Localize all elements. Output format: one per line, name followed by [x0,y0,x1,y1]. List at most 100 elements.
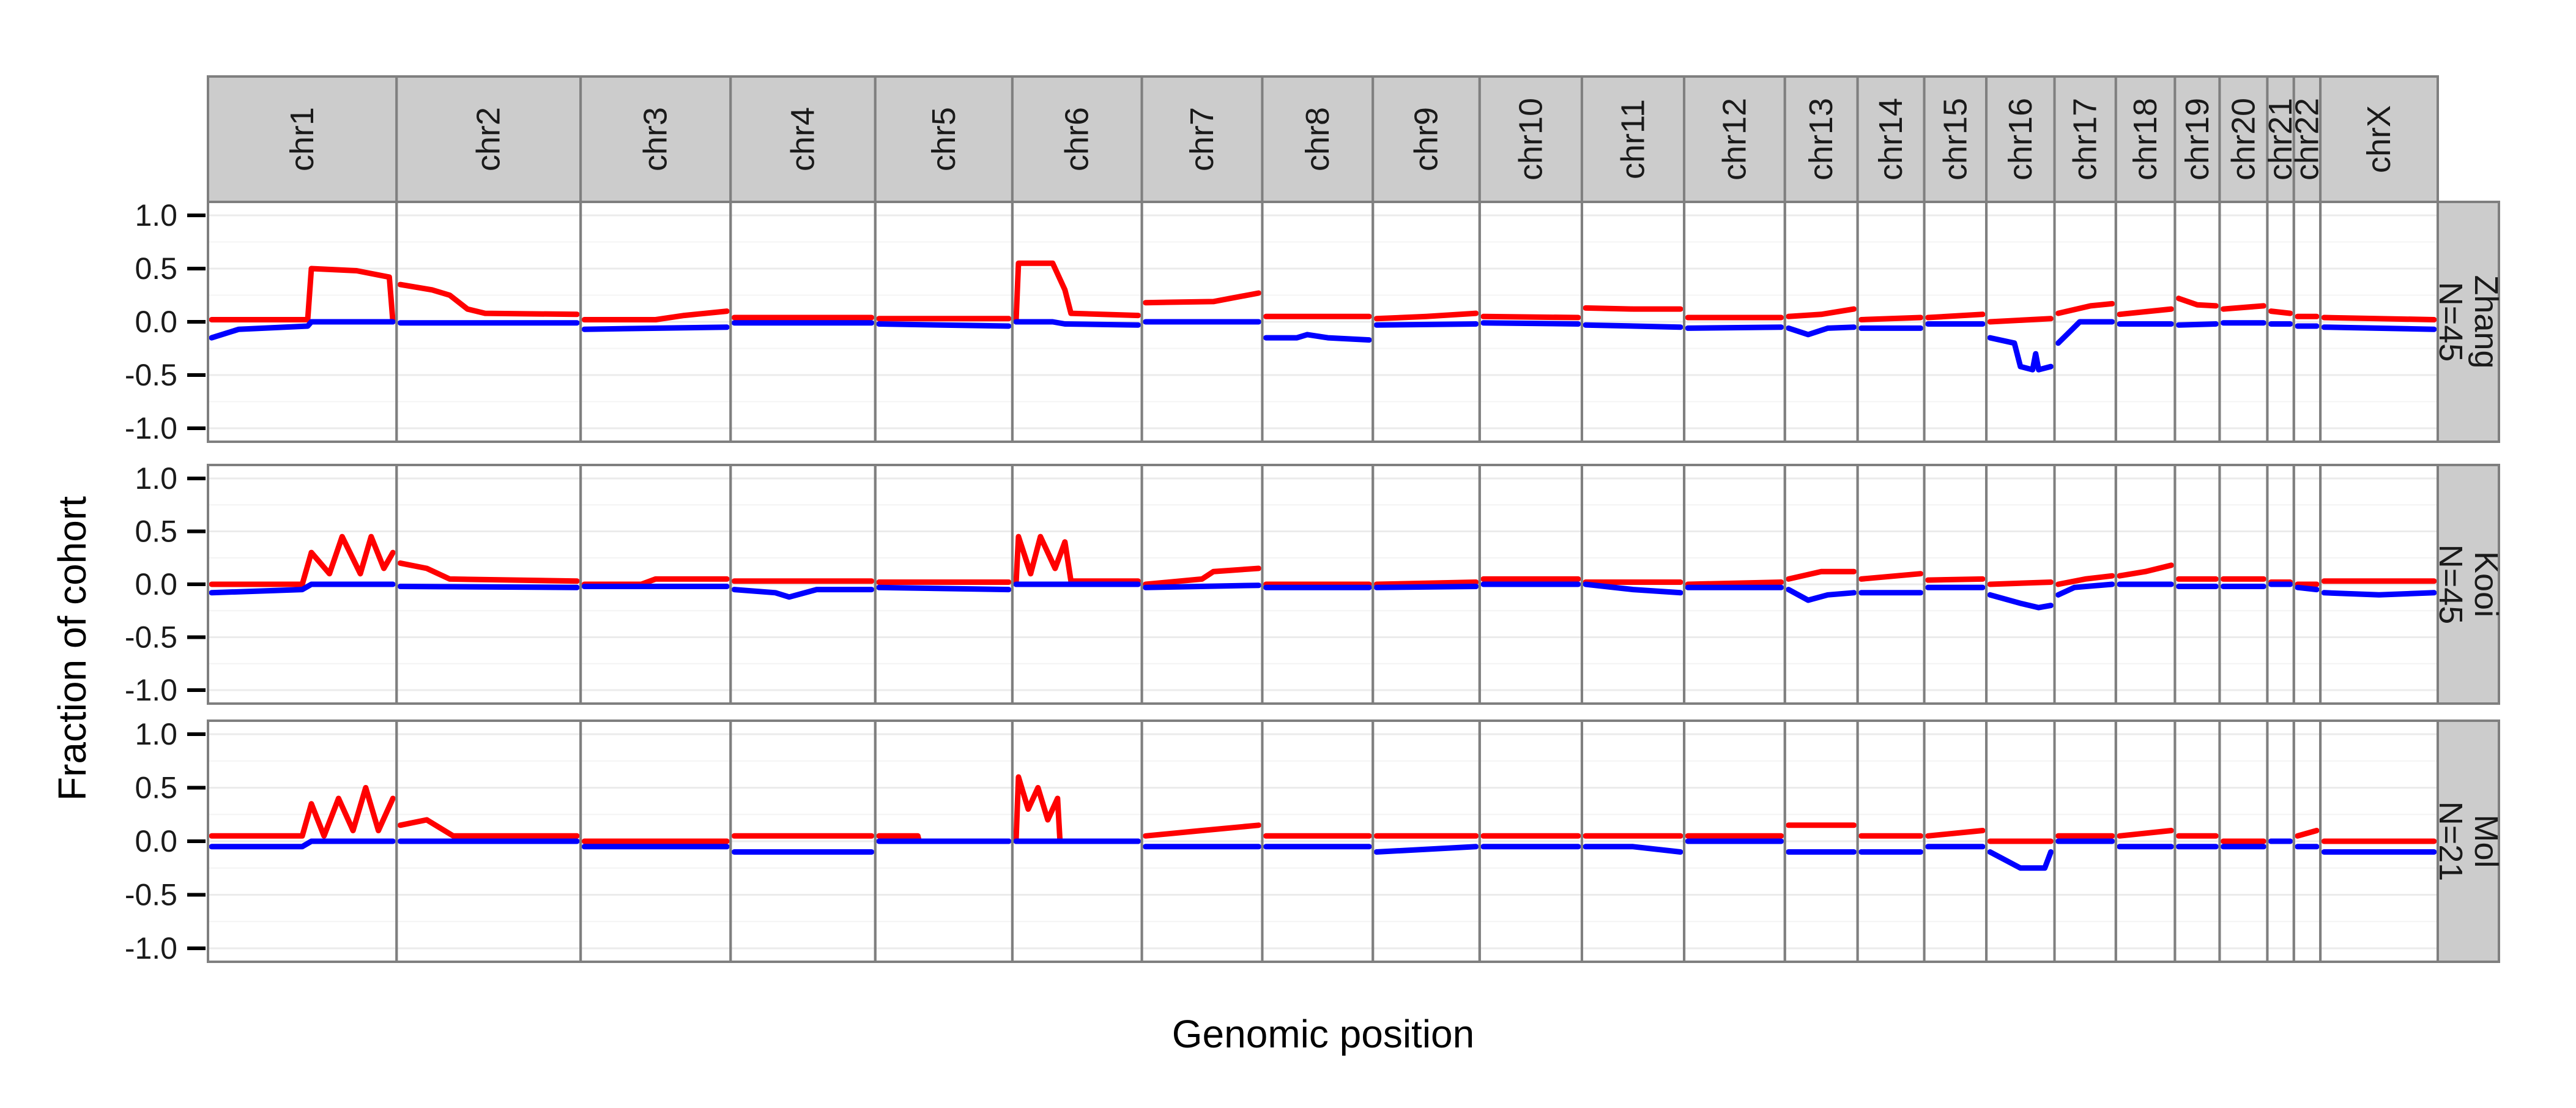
series-gain-chr7 [1143,565,1261,587]
series-gain-chr21 [2268,308,2293,316]
chr-label-chr11: chr11 [1615,99,1652,179]
series-gain-chr17 [2055,573,2115,587]
facet-panels: 1.0 0.5 0.0 -0.5 -1.0 1.0 0.5 0.0 -0.5 -1.0 1.0 0.5… [125,198,2440,965]
series-loss-chr16 [1987,592,2054,611]
series-gain-chr10 [1480,313,1581,321]
series-gain-chr15 [1925,828,1986,839]
series-gain-chr7 [1143,290,1261,306]
chr-label-chr2: chr2 [470,107,507,171]
facet-label-line: Mol [2468,814,2504,868]
series-loss-chr4 [731,587,875,600]
series-loss-chr1 [209,838,396,850]
y-tick-label: 0.0 [135,305,177,339]
series-gain-chr18 [2117,306,2174,318]
chr-label-chr9: chr9 [1408,107,1445,171]
series-gain-chr15 [1925,576,1986,583]
chr-label-chr7: chr7 [1184,107,1220,171]
chr-label-chr6: chr6 [1059,107,1096,171]
facet-panel-2: 1.0 0.5 0.0 -0.5 -1.0 [125,717,2440,965]
y-tick-label: -0.5 [125,878,177,912]
y-tick-label: -1.0 [125,673,177,707]
series-loss-chr16 [1987,849,2054,871]
chr-strip-chr20 [2218,75,2269,203]
facet-strip-0 [2437,201,2500,443]
series-loss-chrX [2321,324,2437,332]
chr-strip-chr6 [1011,75,1143,203]
series-loss-chr8 [1263,332,1372,343]
series-gain-chr13 [1786,306,1857,319]
series-gain-chr1 [209,785,396,839]
series-gain-chr9 [1373,579,1479,587]
series-loss-chr13 [1786,324,1857,338]
chr-label-chr10: chr10 [1512,98,1549,180]
series-gain-chrX [2321,314,2437,322]
series-loss-chr7 [1143,582,1261,590]
series-gain-chr9 [1373,310,1479,322]
series-gain-chr20 [2220,303,2266,312]
series-gain-chr18 [2117,562,2174,579]
series-gain-chr2 [397,281,580,318]
chr-strip-chr19 [2173,75,2221,203]
y-tick-label: 0.5 [135,251,177,286]
facet-panel-0: 1.0 0.5 0.0 -0.5 -1.0 [125,198,2440,445]
series-gain-chr12 [1685,579,1784,587]
series-gain-chr15 [1925,311,1986,321]
series-gain-chr19 [2175,296,2219,309]
chr-strip-chr1 [207,75,398,203]
series-loss-chr9 [1373,844,1479,855]
chr-label-chr4: chr4 [785,107,822,171]
series-gain-chr11 [1583,305,1683,312]
chr-label-chr15: chr15 [1937,98,1973,180]
series-gain-chr2 [397,817,580,839]
chr-label-chr13: chr13 [1803,98,1839,180]
y-axis-title: Fraction of cohort [50,496,94,801]
series-loss-chr5 [876,321,1012,329]
series-gain-chr16 [1987,316,2054,325]
series-gain-chr18 [2117,828,2174,839]
facet-strip-1 [2437,464,2500,705]
chr-label-chrX: chrX [2361,105,2397,173]
series-loss-chr13 [1786,587,1857,603]
chr-label-chr12: chr12 [1716,98,1753,180]
chr-strip-chr2 [395,75,582,203]
series-gain-chr6 [1013,774,1141,844]
series-gain-chr22 [2295,828,2320,839]
facet-label-line: N=21 [2432,801,2469,882]
series-gain-chr2 [397,560,580,584]
series-loss-chr22 [2295,584,2320,593]
chr-strip-chr8 [1261,75,1375,203]
facet-strip-2 [2437,719,2500,963]
series-gain-chr14 [1858,571,1924,582]
series-loss-chr9 [1373,584,1479,590]
chr-label-chr8: chr8 [1299,107,1336,171]
chr-label-chr1: chr1 [284,107,321,171]
chr-strip-chr16 [1985,75,2056,203]
series-loss-chr1 [209,319,396,341]
chr-label-chr3: chr3 [637,107,674,171]
y-tick-label: -1.0 [125,411,177,445]
series-loss-chrX [2321,590,2437,598]
series-loss-chr19 [2175,321,2219,328]
y-tick-label: 0.0 [135,824,177,858]
chr-strip-chrX [2319,75,2440,203]
facet-panel-1: 1.0 0.5 0.0 -0.5 -1.0 [125,461,2440,707]
y-tick-label: 1.0 [135,198,177,232]
chr-label-chr16: chr16 [2002,98,2039,180]
series-gain-chr7 [1143,822,1261,839]
chr-strip-chr12 [1683,75,1786,203]
series-loss-chr11 [1583,581,1683,596]
chromosome-strips: chr1 chr2 chr3 chr4 chr5 chr6 chr7 chr8 chr9 chr1… [207,75,2440,203]
series-loss-chr9 [1373,321,1479,328]
series-gain-chr13 [1786,568,1857,582]
chr-label-chr5: chr5 [926,107,962,171]
y-tick-label: -1.0 [125,931,177,965]
series-loss-chr2 [397,584,580,590]
chr-label-chr20: chr20 [2225,98,2262,180]
series-gain-chr1 [209,266,396,325]
chr-label-chr17: chr17 [2067,98,2104,180]
